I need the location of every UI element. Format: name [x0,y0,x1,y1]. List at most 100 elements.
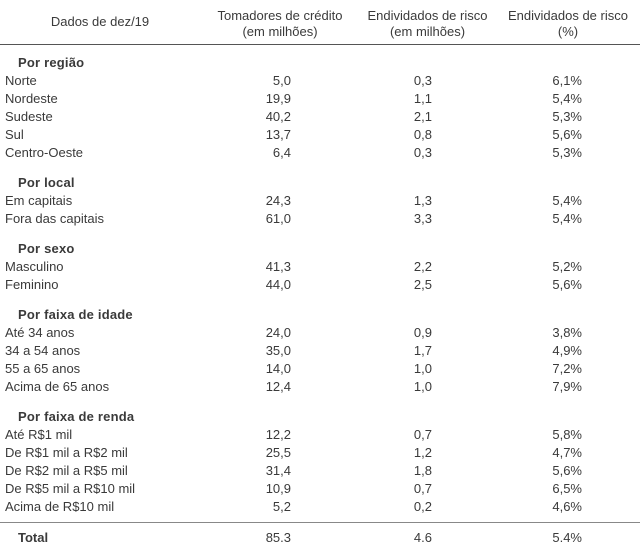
borrowers-value: 6,4 [272,145,291,160]
table-row: Acima de R$10 mil 5,2 0,2 4,6% [0,498,640,516]
row-label: Acima de R$10 mil [5,499,115,514]
header-borrowers: Tomadores de crédito (em milhões) [205,8,355,40]
borrowers-value: 44,0 [265,277,291,292]
row-label: Fora das capitais [5,211,104,226]
borrowers-value: 41,3 [265,259,291,274]
risk-percent-value: 4,7% [552,445,582,460]
header-risk-millions-line2: (em milhões) [389,24,466,39]
row-label: Centro-Oeste [5,145,84,160]
borrowers-value: 25,5 [265,445,291,460]
table-row: Masculino 41,3 2,2 5,2% [0,258,640,276]
row-label: Até 34 anos [5,325,75,340]
borrowers-value: 24,3 [265,193,291,208]
borrowers-value: 5,2 [272,499,291,514]
table-row: De R$5 mil a R$10 mil 10,9 0,7 6,5% [0,480,640,498]
risk-percent-value: 5,4% [552,193,582,208]
row-label: De R$2 mil a R$5 mil [5,463,128,478]
risk-millions-value: 2,5 [413,277,432,292]
table-row: Até 34 anos 24,0 0,9 3,8% [0,324,640,342]
risk-millions-value: 0,2 [413,499,432,514]
risk-millions-value: 0,3 [413,145,432,160]
table-row: Centro-Oeste 6,4 0,3 5,3% [0,144,640,162]
section-heading: Por sexo [0,240,640,258]
risk-percent-value: 5,8% [552,427,582,442]
borrowers-value: 12,4 [265,379,291,394]
risk-millions-value: 1,2 [413,445,432,460]
risk-percent-value: 6,5% [552,481,582,496]
table-row: Até R$1 mil 12,2 0,7 5,8% [0,426,640,444]
borrowers-value: 14,0 [265,361,291,376]
header-period: Dados de dez/19 [20,14,180,30]
risk-percent-value: 5,2% [552,259,582,274]
section-title: Por local [18,175,75,190]
table-header: Dados de dez/19 Tomadores de crédito (em… [0,8,640,45]
total-borrowers-value: 85.3 [265,530,291,545]
borrowers-value: 24,0 [265,325,291,340]
table-row: Sudeste 40,2 2,1 5,3% [0,108,640,126]
section-title: Por faixa de idade [18,307,133,322]
header-risk-percent-line2: (%) [557,24,579,39]
risk-percent-value: 6,1% [552,73,582,88]
table-row: De R$1 mil a R$2 mil 25,5 1,2 4,7% [0,444,640,462]
row-label: De R$1 mil a R$2 mil [5,445,128,460]
section-heading: Por faixa de idade [0,306,640,324]
section-heading: Por região [0,54,640,72]
header-period-label: Dados de dez/19 [50,14,150,29]
total-risk-millions-value: 4.6 [413,530,432,545]
borrowers-value: 35,0 [265,343,291,358]
risk-percent-value: 5,4% [552,91,582,106]
table-row: De R$2 mil a R$5 mil 31,4 1,8 5,6% [0,462,640,480]
table-row: Nordeste 19,9 1,1 5,4% [0,90,640,108]
row-label: Feminino [5,277,59,292]
risk-percent-value: 5,6% [552,463,582,478]
risk-percent-value: 3,8% [552,325,582,340]
row-label: Masculino [5,259,64,274]
section-heading: Por faixa de renda [0,408,640,426]
risk-percent-value: 5,3% [552,145,582,160]
section-title: Por região [18,55,85,70]
risk-millions-value: 1,7 [413,343,432,358]
risk-percent-value: 5,3% [552,109,582,124]
risk-millions-value: 0,7 [413,481,432,496]
row-label: Acima de 65 anos [5,379,110,394]
borrowers-value: 12,2 [265,427,291,442]
table-row: Feminino 44,0 2,5 5,6% [0,276,640,294]
risk-percent-value: 4,6% [552,499,582,514]
total-risk-percent-value: 5.4% [552,530,582,545]
risk-millions-value: 0,7 [413,427,432,442]
table-row: Em capitais 24,3 1,3 5,4% [0,192,640,210]
risk-millions-value: 1,1 [413,91,432,106]
risk-millions-value: 3,3 [413,211,432,226]
row-label: Nordeste [5,91,58,106]
row-label: Até R$1 mil [5,427,73,442]
borrowers-value: 61,0 [265,211,291,226]
risk-millions-value: 0,3 [413,73,432,88]
borrowers-value: 40,2 [265,109,291,124]
risk-percent-value: 5,6% [552,127,582,142]
row-label: De R$5 mil a R$10 mil [5,481,136,496]
total-label: Total [18,530,49,545]
risk-millions-value: 2,2 [413,259,432,274]
row-label: 55 a 65 anos [5,361,81,376]
header-risk-percent-line1: Endividados de risco [508,8,628,23]
risk-millions-value: 0,8 [413,127,432,142]
risk-millions-value: 0,9 [413,325,432,340]
risk-percent-value: 7,9% [552,379,582,394]
section-title: Por faixa de renda [18,409,135,424]
header-risk-millions: Endividados de risco (em milhões) [355,8,500,40]
borrowers-value: 13,7 [265,127,291,142]
row-label: Sudeste [5,109,53,124]
risk-millions-value: 1,0 [413,361,432,376]
table-row: 34 a 54 anos 35,0 1,7 4,9% [0,342,640,360]
risk-percent-value: 5,4% [552,211,582,226]
total-row: Total 85.3 4.6 5.4% [0,529,640,547]
row-label: 34 a 54 anos [5,343,81,358]
total-divider [0,522,640,523]
risk-millions-value: 2,1 [413,109,432,124]
row-label: Norte [5,73,37,88]
header-risk-millions-line1: Endividados de risco [367,8,488,23]
borrowers-value: 10,9 [265,481,291,496]
table-row: 55 a 65 anos 14,0 1,0 7,2% [0,360,640,378]
section-title: Por sexo [18,241,75,256]
header-borrowers-line2: (em milhões) [242,24,318,39]
